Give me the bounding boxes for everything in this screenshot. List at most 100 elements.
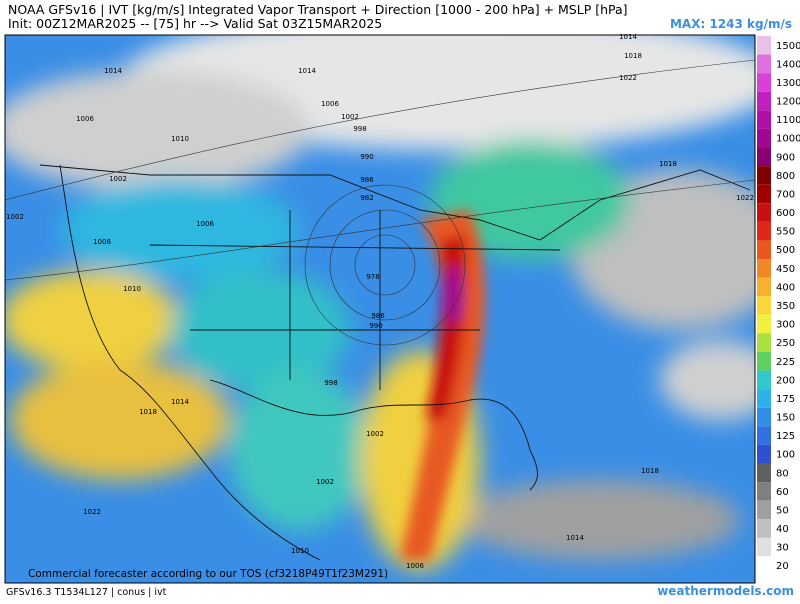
colorbar-swatch xyxy=(757,277,771,297)
colorbar-label: 550 xyxy=(776,227,795,238)
colorbar-swatch xyxy=(757,370,771,390)
colorbar-label: 50 xyxy=(776,505,789,516)
colorbar-label: 200 xyxy=(776,375,795,386)
colorbar-label: 350 xyxy=(776,301,795,312)
isobar-label: 978 xyxy=(366,273,379,281)
colorbar-swatch xyxy=(757,463,771,483)
colorbar-swatch xyxy=(757,314,771,334)
isobar-label: 1006 xyxy=(93,238,111,246)
colorbar-swatch xyxy=(757,482,771,501)
colorbar-swatch xyxy=(757,221,771,241)
colorbar-label: 1400 xyxy=(776,59,800,70)
colorbar-label: 250 xyxy=(776,338,795,349)
colorbar-label: 1500 xyxy=(776,41,800,52)
colorbar-label: 100 xyxy=(776,450,795,461)
isobar-label: 1006 xyxy=(406,562,424,570)
isobar-label: 986 xyxy=(360,176,374,184)
colorbar-swatch xyxy=(757,296,771,315)
isobar-label: 1002 xyxy=(366,430,384,438)
colorbar-label: 80 xyxy=(776,468,789,479)
isobar-label: 1014 xyxy=(619,33,637,41)
colorbar-swatch xyxy=(757,128,771,148)
colorbar-label: 500 xyxy=(776,245,795,256)
colorbar-swatch xyxy=(757,426,771,445)
colorbar-swatch xyxy=(757,537,771,557)
isobar-label: 990 xyxy=(369,322,382,330)
colorbar-swatch xyxy=(757,110,771,129)
colorbar-label: 700 xyxy=(776,189,795,200)
colorbar-label: 600 xyxy=(776,208,795,219)
site-name[interactable]: weathermodels.com xyxy=(657,584,794,598)
colorbar-label: 225 xyxy=(776,357,795,368)
isobar-label: 1014 xyxy=(104,67,122,75)
watermark: Commercial forecaster according to our T… xyxy=(28,568,388,580)
map-subtitle: Init: 00Z12MAR2025 -- [75] hr --> Valid … xyxy=(8,16,382,31)
colorbar-swatch xyxy=(757,500,771,520)
colorbar-swatch xyxy=(757,259,771,278)
isobar-label: 1006 xyxy=(76,115,94,123)
isobar-label: 1010 xyxy=(291,547,309,555)
colorbar-swatch xyxy=(757,147,771,167)
map-title: NOAA GFSv16 | IVT [kg/m/s] Integrated Va… xyxy=(8,2,628,17)
colorbar-label: 30 xyxy=(776,543,789,554)
isobar-label: 1002 xyxy=(341,113,359,121)
colorbar-label: 300 xyxy=(776,320,795,331)
colorbar-swatch xyxy=(757,444,771,464)
isobar-label: 1022 xyxy=(736,194,754,202)
max-value: MAX: 1243 kg/m/s xyxy=(670,17,792,31)
isobar-label: 1010 xyxy=(171,135,189,143)
isobar-label: 1002 xyxy=(316,478,334,486)
colorbar-swatch xyxy=(757,203,771,222)
colorbar-label: 1100 xyxy=(776,115,800,126)
colorbar-swatch xyxy=(757,556,771,575)
isobar-label: 1018 xyxy=(139,408,157,416)
colorbar-swatch xyxy=(757,166,771,185)
isobar-label: 982 xyxy=(360,194,373,202)
colorbar-label: 40 xyxy=(776,524,789,535)
colorbar-swatch xyxy=(757,389,771,408)
colorbar-label: 1300 xyxy=(776,78,800,89)
colorbar-swatch xyxy=(757,54,771,74)
colorbar-swatch xyxy=(757,240,771,260)
map-frame xyxy=(4,34,756,584)
colorbar-swatch xyxy=(757,184,771,204)
colorbar: 1500 1400 1300 1200 1100 1000 900 800 700 600 550 5… xyxy=(757,36,800,575)
colorbar-label: 150 xyxy=(776,413,795,424)
colorbar-label: 1000 xyxy=(776,134,800,145)
colorbar-label: 175 xyxy=(776,394,795,405)
colorbar-label: 60 xyxy=(776,487,789,498)
isobar-label: 998 xyxy=(324,379,337,387)
colorbar-label: 125 xyxy=(776,431,795,442)
colorbar-swatch xyxy=(757,407,771,427)
colorbar-label: 800 xyxy=(776,171,795,182)
isobar-label: 990 xyxy=(360,153,373,161)
isobar-label: 998 xyxy=(353,125,366,133)
isobar-label: 986 xyxy=(371,312,385,320)
isobar-label: 1022 xyxy=(619,74,637,82)
isobar-label: 1002 xyxy=(109,175,127,183)
map xyxy=(5,35,755,583)
isobar-labels: 1014 101410061010100610029989909869821002… xyxy=(6,33,754,570)
colorbar-swatch xyxy=(757,73,771,92)
colorbar-label: 20 xyxy=(776,561,789,572)
colorbar-swatch xyxy=(757,519,771,538)
colorbar-swatch xyxy=(757,36,771,55)
isobar-label: 1010 xyxy=(123,285,141,293)
colorbar-swatch xyxy=(757,333,771,352)
isobar-label: 1006 xyxy=(196,220,214,228)
colorbar-swatch xyxy=(757,351,771,371)
isobar-label: 1006 xyxy=(321,100,339,108)
colorbar-label: 400 xyxy=(776,282,795,293)
colorbar-label: 450 xyxy=(776,264,795,275)
isobar-label: 1022 xyxy=(83,508,101,516)
isobar-label: 1014 xyxy=(298,67,316,75)
isobar-label: 1002 xyxy=(6,213,24,221)
isobar-label: 1014 xyxy=(171,398,189,406)
colorbar-label: 1200 xyxy=(776,97,800,108)
isobar-label: 1018 xyxy=(624,52,642,60)
isobar-label: 1018 xyxy=(659,160,677,168)
colorbar-swatch xyxy=(757,91,771,111)
isobar-label: 1018 xyxy=(641,467,659,475)
